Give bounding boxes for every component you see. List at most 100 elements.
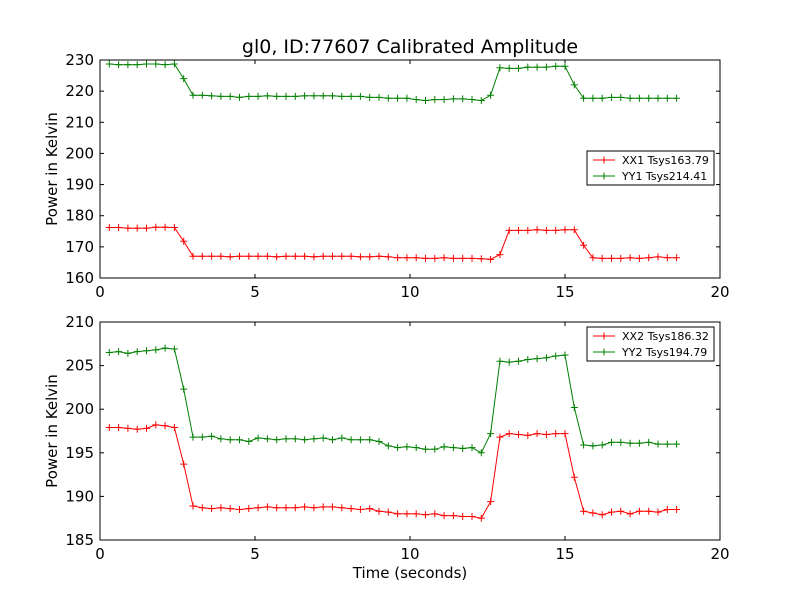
- data-point: [152, 60, 160, 68]
- data-point: [487, 430, 495, 438]
- x-tick-label: 15: [555, 283, 574, 301]
- data-point: [598, 254, 606, 262]
- data-point: [384, 442, 392, 450]
- data-point: [115, 424, 123, 432]
- data-point: [524, 63, 532, 71]
- data-point: [617, 254, 625, 262]
- data-point: [635, 439, 643, 447]
- y-tick-label: 195: [65, 444, 94, 462]
- data-point: [329, 436, 336, 444]
- legend-label: YY2 Tsys194.79: [621, 346, 707, 359]
- x-tick-label: 0: [95, 283, 105, 301]
- data-point: [626, 94, 634, 102]
- data-point: [105, 224, 113, 232]
- data-point: [468, 444, 476, 452]
- data-point: [319, 503, 327, 511]
- data-point: [515, 64, 522, 72]
- data-point: [208, 92, 216, 100]
- data-point: [449, 512, 457, 520]
- y-tick-label: 210: [65, 313, 94, 331]
- data-point: [189, 433, 197, 441]
- data-point: [608, 508, 615, 516]
- data-point: [431, 96, 439, 104]
- data-point: [524, 226, 532, 234]
- data-point: [449, 254, 457, 262]
- data-point: [654, 440, 662, 448]
- data-point: [170, 224, 178, 232]
- data-point: [245, 252, 253, 260]
- data-point: [217, 252, 225, 260]
- data-point: [403, 510, 411, 518]
- data-point: [152, 346, 160, 354]
- data-point: [245, 92, 253, 100]
- data-point: [617, 93, 625, 101]
- series-1: [105, 223, 681, 263]
- data-point: [356, 436, 364, 444]
- data-point: [180, 75, 188, 83]
- data-point: [115, 348, 123, 356]
- data-point: [263, 435, 271, 443]
- data-point: [645, 438, 653, 446]
- legend-marker: [600, 332, 608, 340]
- data-point: [208, 432, 216, 440]
- data-point: [263, 92, 271, 100]
- y-tick-label: 185: [65, 531, 94, 549]
- data-point: [329, 503, 336, 511]
- data-point: [254, 92, 262, 100]
- data-point: [236, 93, 243, 101]
- data-point: [282, 252, 290, 260]
- data-point: [291, 92, 299, 100]
- data-point: [561, 62, 569, 70]
- x-tick-label: 0: [95, 545, 105, 563]
- data-point: [412, 96, 420, 104]
- data-point: [245, 437, 253, 445]
- data-point: [422, 254, 429, 262]
- x-tick-label: 15: [555, 545, 574, 563]
- data-point: [552, 62, 560, 70]
- y-tick-label: 160: [65, 269, 94, 287]
- data-point: [124, 224, 132, 232]
- data-point: [198, 504, 206, 512]
- data-point: [273, 92, 281, 100]
- data-point: [403, 94, 411, 102]
- data-point: [422, 511, 429, 519]
- data-point: [133, 425, 141, 433]
- data-point: [515, 357, 522, 365]
- data-point: [505, 226, 513, 234]
- data-point: [598, 94, 606, 102]
- data-point: [608, 438, 615, 446]
- data-point: [459, 512, 467, 520]
- data-point: [449, 95, 457, 103]
- data-point: [384, 94, 392, 102]
- data-point: [375, 507, 383, 515]
- x-tick-label: 20: [710, 283, 729, 301]
- series-line: [109, 424, 677, 519]
- x-tick-label: 5: [250, 283, 260, 301]
- data-point: [608, 93, 615, 101]
- data-point: [143, 60, 150, 68]
- data-point: [468, 96, 476, 104]
- y-tick-label: 200: [65, 400, 94, 418]
- legend-marker: [600, 156, 608, 164]
- data-point: [310, 253, 318, 261]
- legend: XX1 Tsys163.79 YY1 Tsys214.41: [586, 150, 715, 186]
- data-point: [580, 241, 588, 249]
- data-point: [561, 226, 569, 234]
- data-point: [635, 507, 643, 515]
- data-point: [570, 403, 578, 411]
- data-point: [161, 422, 169, 430]
- data-point: [301, 92, 309, 100]
- x-tick-label: 20: [710, 545, 729, 563]
- data-point: [366, 253, 374, 261]
- data-point: [254, 504, 262, 512]
- data-point: [542, 226, 550, 234]
- data-point: [431, 510, 439, 518]
- data-point: [347, 505, 355, 513]
- data-point: [356, 253, 364, 261]
- data-point: [366, 436, 374, 444]
- data-point: [570, 473, 578, 481]
- data-point: [468, 254, 476, 262]
- data-point: [356, 505, 364, 513]
- data-point: [487, 498, 495, 506]
